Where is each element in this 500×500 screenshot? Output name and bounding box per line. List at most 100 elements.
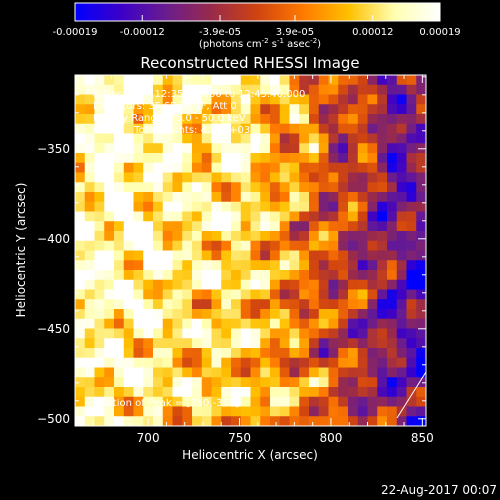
heatmap-pixel	[328, 289, 339, 300]
heatmap-pixel	[153, 260, 164, 271]
heatmap-pixel	[182, 367, 193, 378]
heatmap-pixel	[231, 240, 242, 252]
heatmap-pixel	[377, 84, 388, 96]
heatmap-pixel	[338, 231, 349, 242]
heatmap-pixel	[231, 231, 242, 242]
heatmap-pixel	[94, 84, 105, 96]
heatmap-pixel	[192, 357, 203, 369]
heatmap-pixel	[192, 240, 203, 252]
heatmap-pixel	[240, 240, 252, 252]
heatmap-pixel	[279, 114, 291, 125]
heatmap-pixel	[309, 104, 320, 115]
heatmap-pixel	[328, 153, 339, 164]
heatmap-pixel	[416, 309, 426, 320]
heatmap-pixel	[367, 182, 378, 193]
heatmap-pixel	[123, 299, 135, 310]
heatmap-pixel	[377, 104, 388, 115]
heatmap-pixel	[406, 162, 417, 174]
heatmap-pixel	[182, 270, 193, 281]
heatmap-pixel	[396, 231, 408, 242]
heatmap-pixel	[133, 318, 144, 330]
heatmap-pixel	[231, 221, 242, 232]
heatmap-pixel	[153, 123, 164, 135]
heatmap-pixel	[133, 348, 144, 359]
heatmap-pixel	[406, 348, 417, 359]
heatmap-pixel	[377, 289, 388, 300]
heatmap-pixel	[328, 367, 339, 378]
heatmap-pixel	[211, 260, 222, 271]
heatmap-pixel	[270, 182, 281, 193]
heatmap-pixel	[406, 387, 417, 398]
heatmap-pixel	[309, 309, 320, 320]
heatmap-pixel	[270, 172, 281, 183]
heatmap-pixel	[114, 250, 125, 261]
heatmap-pixel	[231, 279, 242, 291]
heatmap-pixel	[406, 416, 417, 426]
heatmap-pixel	[357, 328, 369, 339]
heatmap-pixel	[84, 387, 96, 398]
heatmap-pixel	[75, 309, 86, 320]
colorbar-tick-label: 0.00012	[352, 27, 393, 38]
heatmap-pixel	[377, 260, 388, 271]
heatmap-pixel	[172, 338, 183, 349]
heatmap-pixel	[328, 396, 339, 408]
heatmap-pixel	[240, 192, 252, 203]
heatmap-pixel	[377, 338, 388, 349]
heatmap-pixel	[377, 172, 388, 183]
heatmap-pixel	[367, 260, 378, 271]
heatmap-pixel	[231, 377, 242, 388]
heatmap-pixel	[75, 289, 86, 300]
heatmap-pixel	[260, 377, 271, 388]
heatmap-pixel	[377, 299, 388, 310]
heatmap-pixel	[201, 172, 213, 183]
heatmap-pixel	[406, 192, 417, 203]
info-annotations: 8-Dec-2014 12:35:40.000 to 12:45:40.000 …	[93, 89, 305, 409]
heatmap-pixel	[279, 172, 291, 183]
heatmap-pixel	[299, 377, 310, 388]
heatmap-pixel	[260, 162, 271, 174]
heatmap-pixel	[84, 221, 96, 232]
heatmap-pixel	[104, 367, 115, 378]
heatmap-pixel	[309, 406, 320, 417]
heatmap-pixel	[211, 406, 222, 417]
heatmap-pixel	[348, 377, 359, 388]
heatmap-pixel	[153, 133, 164, 144]
heatmap-pixel	[201, 318, 213, 330]
heatmap-pixel	[143, 328, 154, 339]
heatmap-pixel	[367, 396, 378, 408]
heatmap-pixel	[172, 201, 183, 213]
heatmap-pixel	[289, 114, 300, 125]
heatmap-pixel	[123, 221, 135, 232]
heatmap-pixel	[377, 387, 388, 398]
heatmap-pixel	[182, 192, 193, 203]
heatmap-pixel	[75, 75, 86, 86]
heatmap-pixel	[231, 182, 242, 193]
heatmap-pixel	[182, 416, 193, 426]
heatmap-pixel	[377, 279, 388, 291]
heatmap-pixel	[221, 260, 232, 271]
heatmap-pixel	[270, 348, 281, 359]
heatmap-pixel	[201, 260, 213, 271]
heatmap-pixel	[367, 387, 378, 398]
heatmap-pixel	[299, 143, 310, 154]
heatmap-pixel	[201, 279, 213, 291]
heatmap-pixel	[309, 279, 320, 291]
heatmap-pixel	[387, 289, 398, 300]
heatmap-pixel	[348, 201, 359, 213]
heatmap-pixel	[75, 260, 86, 271]
heatmap-pixel	[133, 172, 144, 183]
heatmap-pixel	[338, 328, 349, 339]
heatmap-pixel	[348, 192, 359, 203]
heatmap-pixel	[104, 104, 115, 115]
heatmap-pixel	[162, 94, 174, 105]
heatmap-pixel	[328, 348, 339, 359]
heatmap-pixel	[84, 201, 96, 213]
heatmap-pixel	[182, 387, 193, 398]
x-tick-label: 750	[228, 431, 251, 445]
heatmap-pixel	[299, 328, 310, 339]
heatmap-pixel	[94, 289, 105, 300]
heatmap-pixel	[299, 133, 310, 144]
heatmap-pixel	[240, 221, 252, 232]
heatmap-pixel	[104, 172, 115, 183]
heatmap-pixel	[201, 416, 213, 426]
